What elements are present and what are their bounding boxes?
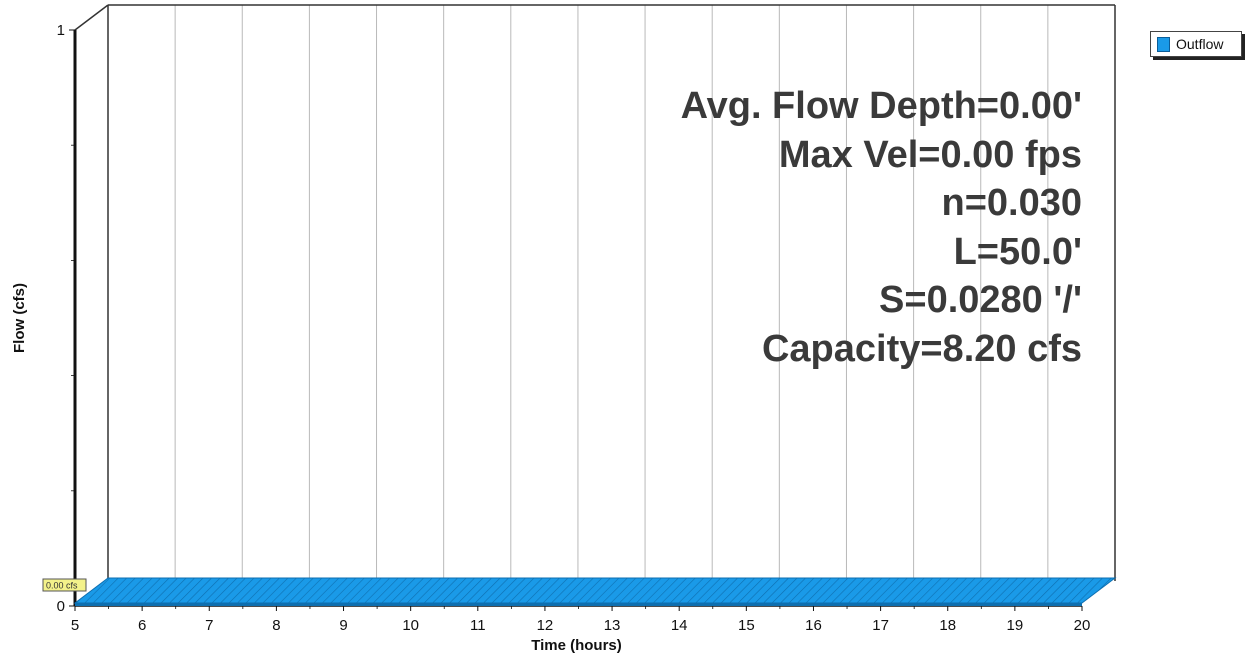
y-axis-title: Flow (cfs) — [11, 283, 28, 353]
legend-label-outflow: Outflow — [1176, 36, 1224, 52]
y-tick-label-0: 0 — [57, 598, 65, 615]
x-tick-label-14: 14 — [671, 617, 688, 634]
x-tick-label-17: 17 — [872, 617, 889, 634]
x-axis-title: Time (hours) — [531, 637, 622, 654]
annotation-length: L=50.0' — [953, 230, 1082, 273]
x-tick-label-11: 11 — [470, 617, 486, 634]
x-tick-label-12: 12 — [537, 617, 554, 634]
x-tick-label-15: 15 — [738, 617, 755, 634]
x-tick-label-18: 18 — [939, 617, 956, 634]
x-tick-label-19: 19 — [1007, 617, 1024, 634]
x-tick-label-8: 8 — [272, 617, 280, 634]
x-tick-label-16: 16 — [805, 617, 822, 634]
annotation-max-velocity: Max Vel=0.00 fps — [778, 133, 1082, 176]
annotation-block: Avg. Flow Depth=0.00' Max Vel=0.00 fps n… — [681, 82, 1082, 373]
peak-label-text: 0.00 cfs — [46, 581, 78, 591]
x-tick-label-13: 13 — [604, 617, 621, 634]
legend: Outflow — [1150, 31, 1242, 57]
x-tick-label-7: 7 — [205, 617, 213, 634]
frame-edge-top-left — [74, 4, 109, 31]
y-tick-label-1: 1 — [57, 22, 65, 39]
x-tick-label-20: 20 — [1074, 617, 1091, 634]
x-tick-label-6: 6 — [138, 617, 146, 634]
annotation-slope: S=0.0280 '/' — [879, 279, 1082, 321]
legend-swatch-outflow — [1157, 36, 1170, 52]
plot-back-plane — [75, 5, 1115, 606]
series-outflow-area — [73, 577, 1117, 604]
x-tick-label-5: 5 — [71, 617, 79, 634]
x-tick-label-9: 9 — [339, 617, 347, 634]
x-tick-label-10: 10 — [402, 617, 419, 634]
annotation-capacity: Capacity=8.20 cfs — [761, 327, 1082, 370]
annotation-avg-flow-depth: Avg. Flow Depth=0.00' — [680, 85, 1082, 127]
peak-label-box — [42, 578, 87, 592]
series-outflow-front-edge — [75, 603, 1082, 606]
annotation-manning-n: n=0.030 — [941, 182, 1083, 224]
